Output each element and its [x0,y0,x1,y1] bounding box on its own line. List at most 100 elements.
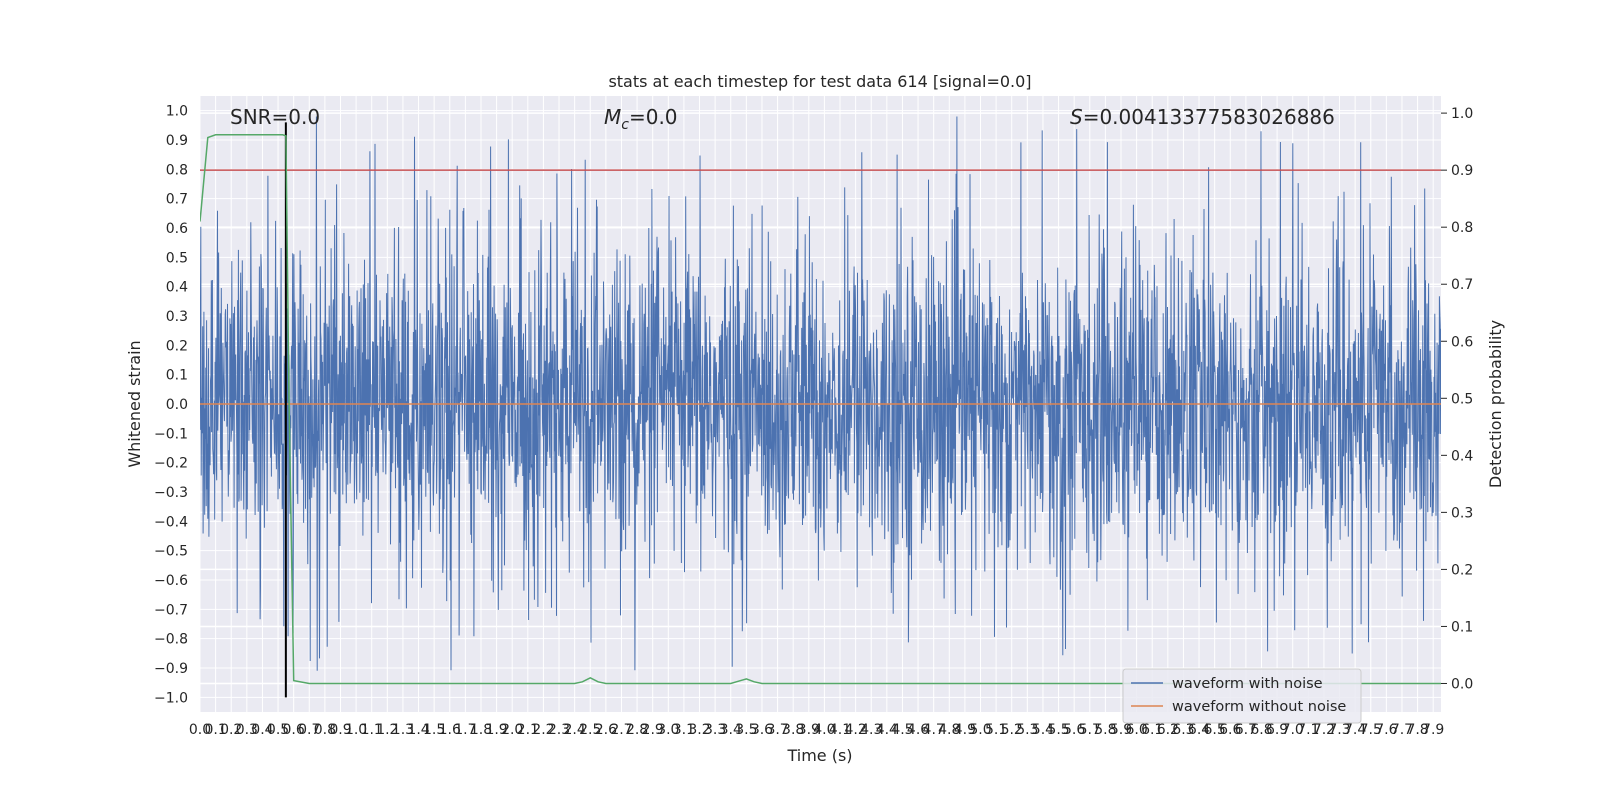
x-tick-label: 2.5 [579,722,601,738]
x-tick-label: 2.2 [532,722,554,738]
y-left-tick-label: 0.6 [166,221,188,237]
x-tick-label: 4.1 [829,722,851,738]
x-tick-label: 1.7 [454,722,476,738]
x-tick-label: 6.3 [1172,722,1194,738]
x-tick-label: 5.1 [985,722,1007,738]
x-tick-label: 1.8 [470,722,492,738]
y-left-tick-label: −0.7 [154,602,188,618]
x-tick-label: 0.8 [314,722,336,738]
x-tick-label: 5.2 [1001,722,1023,738]
x-tick-label: 7.6 [1375,722,1397,738]
x-tick-label: 2.4 [564,722,586,738]
x-tick-label: 7.4 [1344,722,1366,738]
x-tick-label: 7.0 [1282,722,1304,738]
x-tick-label: 1.5 [423,722,445,738]
annotation-chirp-mass: Mc=0.0 [604,105,678,133]
x-tick-label: 7.7 [1391,722,1413,738]
x-tick-label: 0.6 [283,722,305,738]
x-tick-label: 2.0 [501,722,523,738]
x-tick-label: 3.6 [751,722,773,738]
x-tick-label: 3.9 [798,722,820,738]
x-tick-label: 3.2 [688,722,710,738]
x-tick-label: 4.7 [923,722,945,738]
legend-label-waveform-without-noise: waveform without noise [1172,699,1346,715]
x-tick-label: 2.7 [610,722,632,738]
y-right-tick-label: 0.7 [1451,277,1473,293]
x-tick-label: 2.6 [595,722,617,738]
x-tick-label: 6.7 [1235,722,1257,738]
annotation-s-value: =0.00413377583026886 [1083,105,1335,129]
x-tick-label: 6.8 [1250,722,1272,738]
x-tick-label: 3.3 [704,722,726,738]
x-tick-label: 1.1 [361,722,383,738]
x-tick-label: 0.3 [236,722,258,738]
y-left-tick-label: −0.9 [154,661,188,677]
x-axis-label: Time (s) [786,746,852,765]
x-tick-label: 5.9 [1110,722,1132,738]
x-tick-label: 5.4 [1032,722,1054,738]
y-left-tick-label: −1.0 [154,690,188,706]
y-left-tick-label: 0.1 [166,368,188,384]
x-tick-label: 0.9 [329,722,351,738]
x-tick-label: 1.4 [407,722,429,738]
y-right-tick-label: 0.5 [1451,391,1473,407]
y-right-tick-label: 0.4 [1451,448,1473,464]
x-tick-label: 6.0 [1125,722,1147,738]
x-tick-label: 3.5 [735,722,757,738]
x-tick-label: 4.2 [844,722,866,738]
legend: waveform with noise waveform without noi… [1122,668,1362,724]
x-tick-label: 7.9 [1422,722,1444,738]
legend-box [1122,668,1362,724]
x-tick-label: 0.4 [251,722,273,738]
x-tick-label: 7.1 [1297,722,1319,738]
x-tick-label: 6.4 [1188,722,1210,738]
x-tick-label: 2.9 [642,722,664,738]
y-right-tick-label: 0.2 [1451,562,1473,578]
x-tick-label: 4.9 [954,722,976,738]
x-tick-label: 0.0 [189,722,211,738]
x-tick-label: 3.4 [720,722,742,738]
y-right-tick-label: 0.0 [1451,676,1473,692]
x-tick-label: 4.0 [813,722,835,738]
y-left-tick-label: −0.4 [154,514,188,530]
y-left-tick-label: 0.2 [166,338,188,354]
y-left-tick-label: 0.3 [166,309,188,325]
y-axis-right-ticks: 1.0 0.9 0.8 0.7 0.6 0.5 0.4 0.3 0.2 0.1 0.0 [1441,106,1473,692]
y-left-tick-label: 0.0 [166,397,188,413]
y-right-tick-label: 0.6 [1451,334,1473,350]
x-tick-label: 3.8 [782,722,804,738]
y-left-tick-label: −0.3 [154,485,188,501]
y-left-tick-label: 1.0 [166,104,188,120]
x-tick-label: 4.8 [938,722,960,738]
x-tick-label: 4.4 [876,722,898,738]
y-left-tick-label: −0.5 [154,544,188,560]
y-left-tick-label: 0.7 [166,192,188,208]
x-tick-label: 0.5 [267,722,289,738]
series-line-detection-probability [200,134,1441,685]
x-tick-label: 6.9 [1266,722,1288,738]
y-left-tick-label: −0.1 [154,426,188,442]
x-tick-label: 5.0 [969,722,991,738]
x-tick-label: 3.1 [673,722,695,738]
annotation-chirp-mass-symbol: M [604,105,621,129]
annotation-chirp-mass-subscript: c [621,117,629,133]
x-tick-label: 5.5 [1047,722,1069,738]
x-tick-label: 7.2 [1313,722,1335,738]
x-tick-label: 4.6 [907,722,929,738]
y-left-tick-label: 0.5 [166,250,188,266]
y-right-tick-label: 1.0 [1451,106,1473,122]
x-tick-label: 5.7 [1079,722,1101,738]
x-tick-label: 1.6 [439,722,461,738]
x-tick-label: 6.2 [1157,722,1179,738]
y-left-tick-label: −0.2 [154,456,188,472]
x-tick-label: 7.5 [1360,722,1382,738]
plot-area [200,116,1441,698]
x-tick-label: 1.2 [376,722,398,738]
y-right-tick-label: 0.9 [1451,163,1473,179]
annotation-snr: SNR=0.0 [230,105,320,129]
x-tick-label: 1.9 [485,722,507,738]
x-tick-label: 3.0 [657,722,679,738]
y-axis-right-label: Detection probability [1486,320,1505,488]
x-tick-label: 2.8 [626,722,648,738]
